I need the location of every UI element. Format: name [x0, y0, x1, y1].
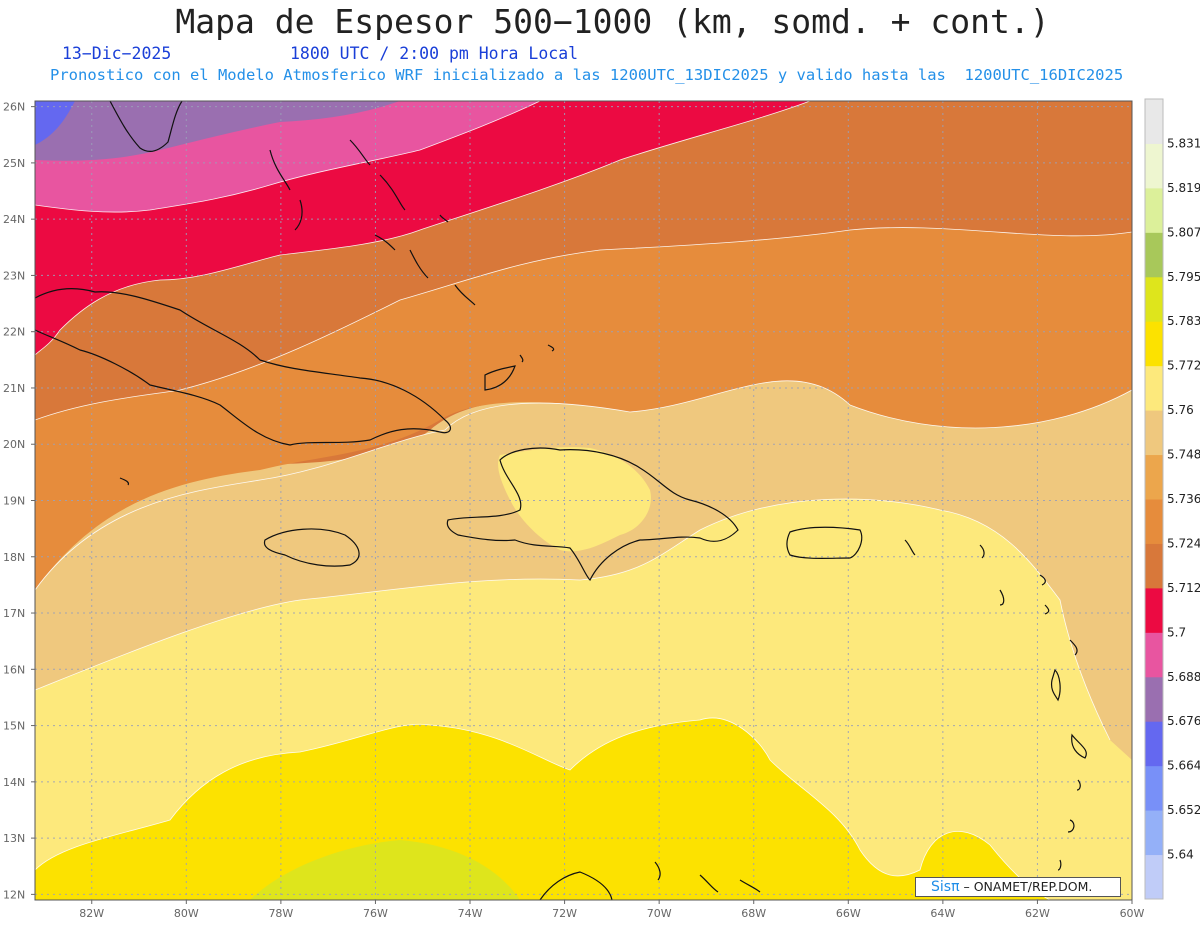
colorbar-segment [1145, 276, 1163, 322]
lat-tick-label: 25N [3, 157, 25, 170]
credit-box: Sisπ – ONAMET/REP.DOM. [915, 877, 1121, 897]
sispi-logo: Sisπ [931, 879, 960, 895]
colorbar-label: 5.819 [1167, 181, 1200, 195]
lat-tick-label: 13N [3, 832, 25, 845]
colorbar-frame [1144, 98, 1164, 900]
map-title: Mapa de Espesor 500−1000 (km, somd. + co… [175, 2, 1050, 41]
colorbar-label: 5.783 [1167, 314, 1200, 328]
lon-tick-label: 72W [552, 907, 577, 920]
colorbar-label: 5.7 [1167, 625, 1186, 639]
lat-tick-label: 21N [3, 382, 25, 395]
coastlines [35, 101, 1087, 900]
colorbar-segment [1145, 187, 1163, 233]
lon-tick-label: 74W [458, 907, 483, 920]
colorbar-segment [1145, 232, 1163, 278]
lat-tick-label: 26N [3, 101, 25, 114]
colorbar-segment [1145, 632, 1163, 678]
colorbar-segment [1145, 587, 1163, 633]
colorbar-label: 5.712 [1167, 581, 1200, 595]
colorbar-segment [1145, 454, 1163, 500]
colorbar-label: 5.831 [1167, 136, 1200, 150]
colorbar-segment [1145, 410, 1163, 456]
lon-tick-label: 64W [930, 907, 955, 920]
colorbar-label: 5.736 [1167, 492, 1200, 506]
lon-tick-label: 62W [1025, 907, 1050, 920]
forecast-description: Pronostico con el Modelo Atmosferico WRF… [50, 66, 1124, 84]
credit-text: – ONAMET/REP.DOM. [963, 879, 1093, 894]
colorbar-label: 5.748 [1167, 448, 1200, 462]
colorbar-segment [1145, 365, 1163, 411]
colorbar-segment [1145, 321, 1163, 367]
colorbar-segment [1145, 99, 1163, 144]
colorbar-segment [1145, 499, 1163, 544]
colorbar-segment [1145, 721, 1163, 767]
lat-tick-label: 16N [3, 663, 25, 676]
longitude-labels: 82W 80W 78W 76W 74W 72W 70W 68W 66W 64W 62W 60W [79, 900, 1145, 920]
colorbar-label: 5.76 [1167, 403, 1194, 417]
lon-tick-label: 68W [741, 907, 766, 920]
lat-tick-label: 15N [3, 720, 25, 733]
colorbar-label: 5.795 [1167, 270, 1200, 284]
colorbar: 5.64 5.652 5.664 5.676 5.688 5.7 5.712 5.724 5.7… [1144, 98, 1200, 900]
colorbar-label: 5.688 [1167, 670, 1200, 684]
lon-tick-label: 66W [836, 907, 861, 920]
colorbar-label: 5.64 [1167, 848, 1194, 862]
lat-tick-label: 24N [3, 213, 25, 226]
lat-tick-label: 19N [3, 495, 25, 508]
lon-tick-label: 60W [1120, 907, 1145, 920]
lat-tick-label: 12N [3, 888, 25, 901]
colorbar-segment [1145, 810, 1163, 856]
shaded-field [35, 101, 1132, 900]
lat-tick-label: 23N [3, 269, 25, 282]
latitude-labels: 12N 13N 14N 15N 16N 17N 18N 19N 20N 21N 22N 23N 24N 2… [3, 101, 35, 901]
colorbar-segment [1145, 676, 1163, 722]
colorbar-segment [1145, 543, 1163, 589]
lon-tick-label: 76W [363, 907, 388, 920]
lat-lon-grid [35, 101, 1132, 900]
forecast-time: 1800 UTC / 2:00 pm Hora Local [290, 44, 579, 63]
lon-tick-label: 78W [268, 907, 293, 920]
colorbar-label: 5.676 [1167, 714, 1200, 728]
lon-tick-label: 82W [79, 907, 104, 920]
lat-tick-label: 14N [3, 776, 25, 789]
lon-tick-label: 70W [647, 907, 672, 920]
colorbar-segment [1145, 765, 1163, 811]
colorbar-segment [1145, 143, 1163, 189]
colorbar-segment [1145, 854, 1163, 900]
colorbar-label: 5.807 [1167, 225, 1200, 239]
lon-tick-label: 80W [174, 907, 199, 920]
lat-tick-label: 17N [3, 607, 25, 620]
lat-tick-label: 22N [3, 326, 25, 339]
forecast-date: 13−Dic−2025 [62, 44, 172, 63]
colorbar-label: 5.664 [1167, 759, 1200, 773]
colorbar-label: 5.772 [1167, 359, 1200, 373]
colorbar-label: 5.652 [1167, 803, 1200, 817]
lat-tick-label: 18N [3, 551, 25, 564]
colorbar-label: 5.724 [1167, 536, 1200, 550]
lat-tick-label: 20N [3, 438, 25, 451]
